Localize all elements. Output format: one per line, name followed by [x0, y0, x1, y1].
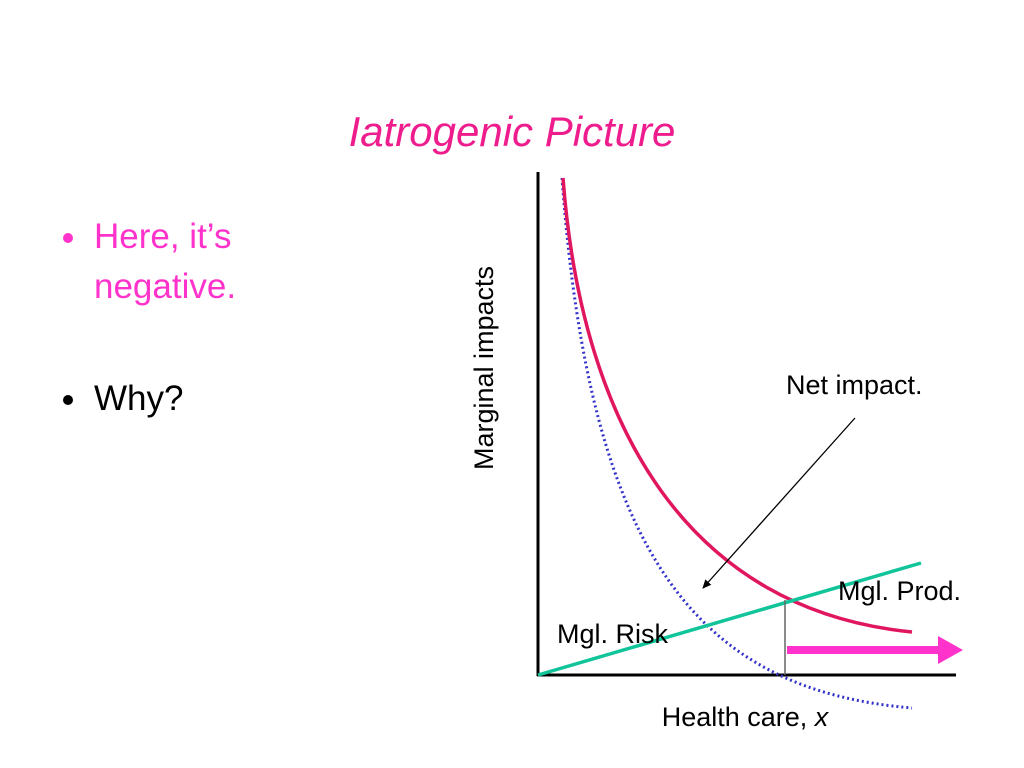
annotation-arrow — [702, 417, 856, 589]
x-axis-label: Health care, x — [662, 702, 830, 732]
slide-title: Iatrogenic Picture — [348, 108, 676, 155]
annotation: Net impact. — [786, 370, 923, 400]
y-axis-label: Marginal impacts — [469, 266, 499, 470]
bullet: Why? — [90, 374, 340, 424]
curve-label: Mgl. Prod. — [838, 576, 961, 606]
bullet: Here, it’s negative. — [90, 212, 340, 312]
bullet-list: Here, it’s negative. Why? — [50, 212, 340, 486]
net-curve — [561, 177, 913, 634]
curve-label: Mgl. Risk — [557, 619, 669, 649]
production-line — [537, 561, 922, 677]
x-axis-label-text: Health care, — [662, 702, 808, 732]
x-axis-variable: x — [813, 702, 830, 732]
direction-arrow-head — [938, 636, 963, 664]
